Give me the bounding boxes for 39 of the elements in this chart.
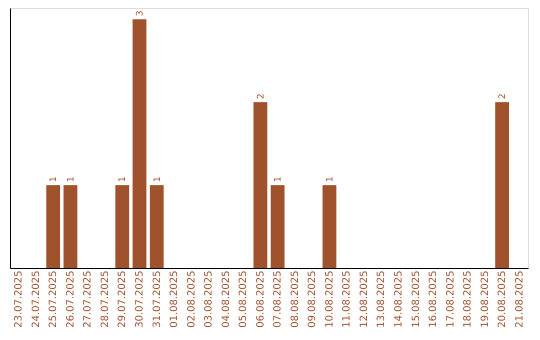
x-tick-label: 28.07.2025 xyxy=(100,270,111,328)
data-label: 1 xyxy=(325,176,336,182)
data-label: 2 xyxy=(256,93,266,100)
data-label: 1 xyxy=(274,176,284,182)
x-tick-label: 12.08.2025 xyxy=(358,270,370,328)
x-tick-label: 03.08.2025 xyxy=(204,270,215,328)
x-tick-label: 07.08.2025 xyxy=(272,270,284,328)
x-tick-label: 23.07.2025 xyxy=(14,270,25,328)
data-label: 1 xyxy=(152,176,163,182)
x-tick-label: 05.08.2025 xyxy=(238,270,250,328)
x-tick-label: 17.08.2025 xyxy=(445,270,456,328)
x-tick-label: 29.07.2025 xyxy=(117,270,128,328)
x-tick-label: 16.08.2025 xyxy=(428,270,440,328)
x-tick-label: 26.07.2025 xyxy=(65,270,76,328)
data-label: 1 xyxy=(66,176,76,182)
x-tick-label: 14.08.2025 xyxy=(394,270,404,328)
x-tick-label: 13.08.2025 xyxy=(376,270,388,328)
x-tick-label: 08.08.2025 xyxy=(290,270,301,328)
x-tick-label: 09.08.2025 xyxy=(307,270,318,328)
x-tick-label: 04.08.2025 xyxy=(220,270,232,328)
x-tick-label: 18.08.2025 xyxy=(462,270,474,328)
x-tick-label: 01.08.2025 xyxy=(169,270,180,328)
data-label: 3 xyxy=(136,10,146,16)
data-label: 1 xyxy=(118,176,128,182)
x-tick-label: 11.08.2025 xyxy=(342,270,353,328)
data-label: 1 xyxy=(49,176,60,182)
x-tick-label: 20.08.2025 xyxy=(497,270,508,328)
x-tick-label: 31.07.2025 xyxy=(152,270,163,328)
x-tick-label: 24.07.2025 xyxy=(30,270,42,328)
x-tick-label: 25.07.2025 xyxy=(48,270,60,328)
x-tick-label: 21.08.2025 xyxy=(514,270,526,328)
x-tick-label: 15.08.2025 xyxy=(410,270,422,328)
x-tick-label: 02.08.2025 xyxy=(186,270,198,328)
data-label: 2 xyxy=(498,93,508,100)
x-tick-label: 27.07.2025 xyxy=(82,270,94,328)
x-tick-label: 30.07.2025 xyxy=(134,270,146,328)
x-tick-label: 06.08.2025 xyxy=(255,270,266,328)
x-tick-label: 10.08.2025 xyxy=(324,270,336,328)
x-tick-label: 19.08.2025 xyxy=(480,270,491,328)
